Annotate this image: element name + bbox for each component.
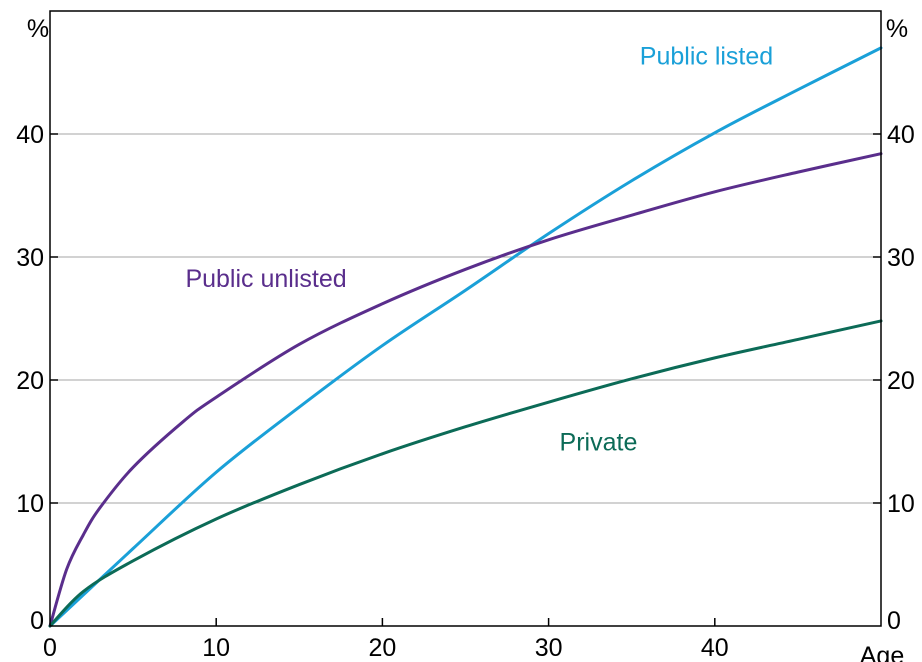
y-tick-label-left-10: 10 [16,490,44,518]
y-tick-label-right-30: 30 [887,244,915,272]
y-tick-label-left-0: 0 [30,607,44,635]
y-tick-label-left-30: 30 [16,244,44,272]
series-lines [48,46,883,628]
series-label-public-unlisted: Public unlisted [185,265,346,293]
series-label-private: Private [560,429,638,457]
y-tick-label-right-40: 40 [887,121,915,149]
series-line-public-unlisted [48,152,883,628]
series-line-private [48,319,883,628]
x-tick-label-40: 40 [701,634,729,662]
x-tick-label-0: 0 [43,634,57,662]
tick-marks [50,133,881,626]
y-axis-unit-left: % [27,15,49,43]
x-tick-label-10: 10 [202,634,230,662]
y-tick-label-right-20: 20 [887,367,915,395]
series-line-public-listed [48,46,883,628]
y-tick-label-right-0: 0 [887,607,901,635]
x-tick-label-20: 20 [368,634,396,662]
x-axis-unit: Age [860,642,904,662]
y-tick-label-left-40: 40 [16,121,44,149]
series-label-public-listed: Public listed [640,42,773,70]
plot-frame [49,10,882,627]
grid-lines [50,133,881,504]
series-labels: Public listed Public unlisted Private [185,42,773,456]
y-tick-label-right-10: 10 [887,490,915,518]
y-tick-label-left-20: 20 [16,367,44,395]
y-axis-unit-right: % [886,15,908,43]
x-tick-label-30: 30 [535,634,563,662]
